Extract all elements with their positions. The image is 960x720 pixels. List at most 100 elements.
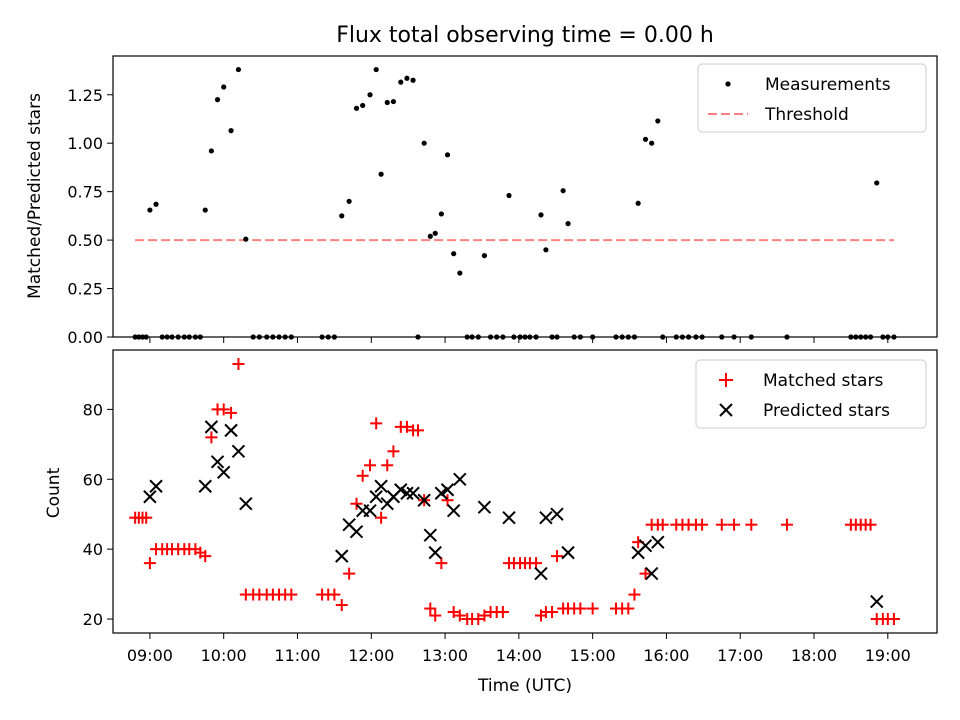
predicted-star-point	[210, 455, 225, 469]
matched-star-point	[639, 567, 652, 580]
top-chart-title: Flux total observing time = 0.00 h	[336, 23, 714, 48]
predicted-star-point	[216, 465, 231, 479]
measurement-point	[451, 251, 457, 257]
top-y-tick-label: 1.25	[67, 86, 103, 105]
matched-star-point	[887, 613, 900, 626]
top-legend-box	[697, 63, 927, 133]
measurement-point	[202, 207, 208, 213]
measurement-point	[655, 118, 661, 124]
measurement-point	[538, 212, 544, 218]
predicted-star-point	[400, 486, 414, 500]
matched-star-point	[328, 588, 341, 601]
predicted-star-point	[434, 486, 449, 500]
predicted-star-point	[561, 545, 575, 560]
predicted-star-point	[539, 510, 553, 525]
measurement-point	[339, 213, 345, 219]
bottom-x-tick-label: 19:00	[865, 646, 911, 665]
matched-star-point	[400, 420, 413, 433]
measurement-point	[543, 247, 549, 253]
matched-star-point	[745, 518, 758, 531]
predicted-star-point	[394, 483, 408, 497]
bottom-x-tick-label: 12:00	[348, 646, 394, 665]
measurement-point	[208, 148, 214, 154]
measurement-point	[874, 180, 880, 186]
predicted-star-point	[417, 493, 431, 507]
predicted-star-point	[446, 504, 461, 518]
bottom-y-tick-label: 20	[83, 610, 103, 629]
predicted-star-point	[369, 490, 383, 504]
predicted-star-point	[638, 538, 653, 553]
predicted-star-point	[550, 507, 564, 521]
matched-star-point	[225, 406, 238, 419]
matched-star-point	[453, 609, 466, 622]
predicted-star-point	[143, 490, 157, 504]
predicted-star-point	[440, 483, 455, 497]
matched-star-point	[375, 511, 388, 524]
matched-star-point	[143, 557, 156, 570]
measurement-point	[214, 97, 221, 103]
matched-star-point	[696, 518, 709, 531]
top-y-tick-label: 0.50	[67, 231, 103, 250]
top-y-tick-label: 1.00	[67, 134, 103, 153]
measurement-point	[235, 66, 242, 73]
legend-threshold-label: Threshold	[764, 105, 849, 125]
predicted-star-point	[224, 423, 238, 438]
legend-matched-label: Matched stars	[763, 371, 883, 391]
bottom-y-axis-label: Count	[44, 467, 64, 518]
matched-star-point	[429, 609, 442, 622]
top-y-tick-label: 0.00	[67, 328, 103, 347]
matched-star-point	[441, 494, 454, 507]
bottom-x-tick-label: 09:00	[127, 646, 173, 665]
bottom-x-tick-label: 11:00	[274, 646, 320, 665]
measurement-point	[642, 136, 649, 142]
measurement-point	[457, 270, 463, 276]
bottom-legend: Matched stars Predicted stars	[695, 359, 927, 429]
predicted-star-point	[374, 479, 388, 493]
predicted-star-point	[453, 472, 467, 486]
predicted-star-point	[428, 545, 442, 560]
bottom-y-tick-label: 80	[83, 400, 103, 419]
matched-star-point	[622, 602, 635, 615]
predicted-star-point	[477, 500, 492, 514]
bottom-x-tick-label: 10:00	[201, 646, 247, 665]
bottom-legend-box	[695, 359, 927, 429]
matched-star-point	[780, 518, 793, 531]
predicted-star-point	[363, 504, 377, 518]
measurement-point	[438, 211, 444, 217]
measurement-point	[228, 128, 234, 134]
matched-star-point	[574, 602, 587, 615]
predicted-star-point	[335, 549, 349, 563]
bottom-x-tick-label: 13:00	[422, 646, 468, 665]
top-y-ticks: 0.00 0.25 0.50 0.75 1.00 1.25	[67, 86, 113, 347]
measurement-point	[346, 198, 352, 204]
measurement-point	[378, 171, 384, 177]
x-axis-label: Time (UTC)	[477, 676, 572, 696]
matched-star-point	[335, 599, 348, 612]
bottom-y-ticks: 20 40 60 80	[83, 400, 113, 629]
matched-star-point	[199, 550, 212, 563]
bottom-axes-frame	[112, 349, 938, 634]
measurement-point	[565, 221, 571, 227]
matched-star-point	[447, 606, 460, 619]
matched-star-point	[586, 602, 599, 615]
matched-star-point	[435, 557, 448, 570]
top-legend: Measurements Threshold	[697, 63, 927, 133]
predicted-star-point	[502, 510, 516, 525]
matched-star-point	[370, 417, 383, 430]
matched-star-point	[424, 602, 437, 615]
measurement-point	[147, 207, 153, 213]
matched-star-point	[550, 550, 563, 563]
measurement-point	[243, 236, 249, 242]
predicted-star-point	[534, 566, 548, 581]
measurement-point	[649, 140, 655, 146]
bottom-y-tick-label: 60	[83, 470, 103, 489]
matched-star-point	[478, 609, 491, 622]
measurement-point	[153, 201, 159, 207]
bottom-plot-marks	[129, 357, 900, 626]
predicted-star-point	[204, 420, 219, 434]
measurement-point	[390, 98, 397, 105]
matched-star-point	[285, 588, 298, 601]
measurement-point	[373, 66, 379, 73]
top-y-axis-label: Matched/Predicted stars	[25, 93, 45, 299]
measurement-point	[410, 77, 416, 83]
